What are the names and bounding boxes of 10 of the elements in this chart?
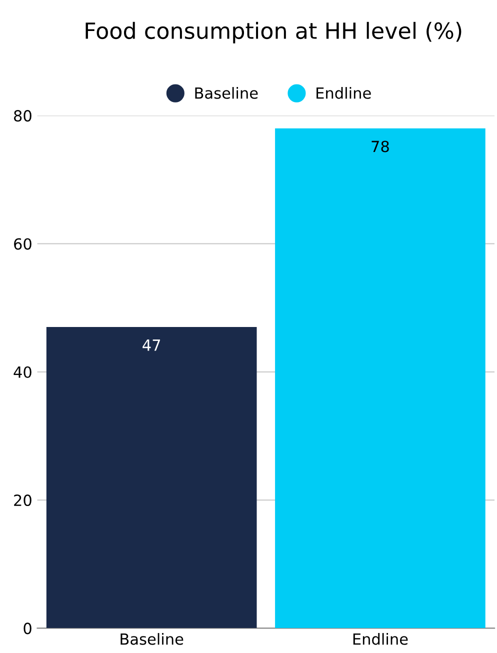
y-tick-label: 20 (14, 494, 32, 506)
y-tick-label: 80 (14, 110, 32, 122)
y-tick-label: 0 (24, 622, 32, 634)
legend-label: Baseline (195, 87, 258, 99)
data-label: 78 (372, 140, 389, 152)
y-tick-label: 40 (14, 366, 32, 378)
y-tick-label: 60 (14, 238, 32, 250)
chart-title: Food consumption at HH level (%) (86, 22, 462, 44)
data-label: 47 (142, 340, 160, 351)
legend-label: Endline (316, 87, 371, 99)
